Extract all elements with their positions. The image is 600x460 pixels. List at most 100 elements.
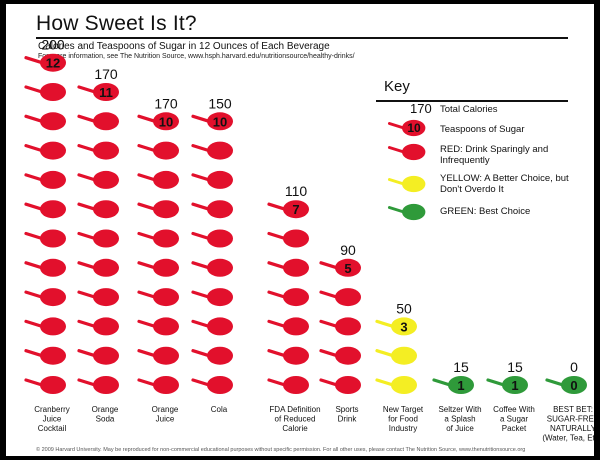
spoon-handle xyxy=(137,202,157,211)
bar-7: 3 50 New Target for Food Industry xyxy=(375,300,424,433)
spoon-mark xyxy=(267,376,309,394)
key-red-spoon xyxy=(387,143,426,161)
spoon-mark xyxy=(24,376,66,394)
legend: 10 xyxy=(387,119,426,221)
spoon-bowl xyxy=(40,229,66,248)
spoon-bowl xyxy=(283,346,309,365)
spoon-bowl xyxy=(283,200,309,219)
spoon-handle xyxy=(77,290,97,299)
spoon-mark xyxy=(77,83,119,101)
key-title: Key xyxy=(384,78,410,95)
spoon-handle xyxy=(77,378,97,387)
key-teaspoons-label: Teaspoons of Sugar xyxy=(440,124,525,135)
category-label: New Target for Food Industry xyxy=(383,405,424,433)
spoon-bowl xyxy=(153,200,179,219)
category-label: Coffee With a Sugar Packet xyxy=(493,405,535,433)
spoon-handle xyxy=(24,378,44,387)
category-label: FDA Definition of Reduced Calorie xyxy=(269,405,320,433)
spoon-mark xyxy=(24,141,66,160)
spoon-mark xyxy=(77,141,119,160)
spoon-mark xyxy=(77,112,119,131)
spoon-bowl xyxy=(93,346,119,365)
spoon-bowl xyxy=(391,376,417,394)
spoon-mark xyxy=(137,288,179,307)
spoon-mark xyxy=(24,258,66,277)
spoon-handle xyxy=(24,202,44,211)
spoon-bowl xyxy=(93,200,119,219)
spoon-bowl xyxy=(153,288,179,307)
spoon-mark xyxy=(319,317,361,336)
spoon-handle xyxy=(24,349,44,358)
spoon-mark xyxy=(545,376,587,394)
spoon-mark xyxy=(191,200,233,219)
teaspoon-label: 3 xyxy=(400,319,407,334)
spoon-handle xyxy=(486,378,506,387)
spoon-handle xyxy=(191,261,211,270)
spoon-mark xyxy=(267,346,309,365)
teaspoon-label: 1 xyxy=(457,378,464,393)
key-green-label: GREEN: Best Choice xyxy=(440,206,531,217)
spoon-handle xyxy=(267,319,287,328)
spoon-mark xyxy=(267,317,309,336)
teaspoon-label: 12 xyxy=(46,56,60,71)
spoon-handle xyxy=(267,231,287,241)
spoon-mark xyxy=(191,258,233,277)
spoon-bowl xyxy=(93,288,119,307)
spoon-handle xyxy=(137,173,157,182)
spoon-handle xyxy=(387,206,406,214)
spoon-handle xyxy=(24,261,44,270)
spoon-mark xyxy=(267,229,309,248)
spoon-mark xyxy=(319,258,361,277)
spoon-mark xyxy=(191,346,233,365)
spoon-handle xyxy=(191,290,211,299)
spoon-bowl xyxy=(283,258,309,277)
spoon-handle xyxy=(24,114,44,123)
spoon-mark xyxy=(191,170,233,189)
spoon-bowl xyxy=(40,376,66,394)
category-label: Seltzer With a Splash of Juice xyxy=(438,405,481,433)
spoon-handle xyxy=(24,144,44,153)
bar-5: 7 110 FDA Definition of Reduced Calorie xyxy=(267,183,321,433)
spoon-mark xyxy=(191,141,233,160)
spoon-bowl xyxy=(283,288,309,307)
spoon-bowl xyxy=(207,376,233,394)
spoon-bowl xyxy=(561,376,587,394)
spoon-handle xyxy=(319,349,339,358)
teaspoon-label: 10 xyxy=(159,114,173,129)
spoon-handle xyxy=(267,378,287,387)
spoon-bowl xyxy=(40,288,66,307)
category-label: Cranberry Juice Cocktail xyxy=(34,405,70,433)
spoon-handle xyxy=(319,378,339,387)
spoon-bowl xyxy=(207,258,233,277)
spoon-bowl xyxy=(40,170,66,189)
spoon-bowl xyxy=(40,53,66,72)
spoon-bowl xyxy=(207,200,233,219)
spoon-handle xyxy=(191,202,211,211)
spoon-handle xyxy=(375,349,395,358)
spoon-handle xyxy=(137,319,157,328)
spoon-mark xyxy=(191,229,233,248)
spoon-handle xyxy=(137,378,157,387)
title-rule xyxy=(36,37,568,39)
spoon-bowl xyxy=(335,317,361,336)
spoon-bowl xyxy=(283,376,309,394)
bar-6: 5 90 Sports Drink xyxy=(319,242,361,424)
spoon-mark xyxy=(24,200,66,219)
key-green-spoon xyxy=(387,203,426,221)
calorie-label: 15 xyxy=(507,359,523,375)
spoon-handle xyxy=(191,231,211,241)
calorie-label: 0 xyxy=(570,359,578,375)
spoon-mark xyxy=(137,141,179,160)
spoon-handle xyxy=(24,290,44,299)
spoon-mark xyxy=(432,376,474,394)
spoon-handle xyxy=(191,319,211,328)
spoon-handle xyxy=(267,290,287,299)
spoon-bowl xyxy=(93,317,119,336)
spoon-bowl xyxy=(207,346,233,365)
key-teaspoon-number: 10 xyxy=(407,121,421,135)
key-sample-calories: 170 xyxy=(410,101,432,116)
spoon-mark xyxy=(77,170,119,189)
bar-1: 12 200 Cranberry Juice Cocktail xyxy=(24,37,70,433)
spoon-bowl xyxy=(40,83,66,101)
category-label: Orange Juice xyxy=(152,405,179,424)
